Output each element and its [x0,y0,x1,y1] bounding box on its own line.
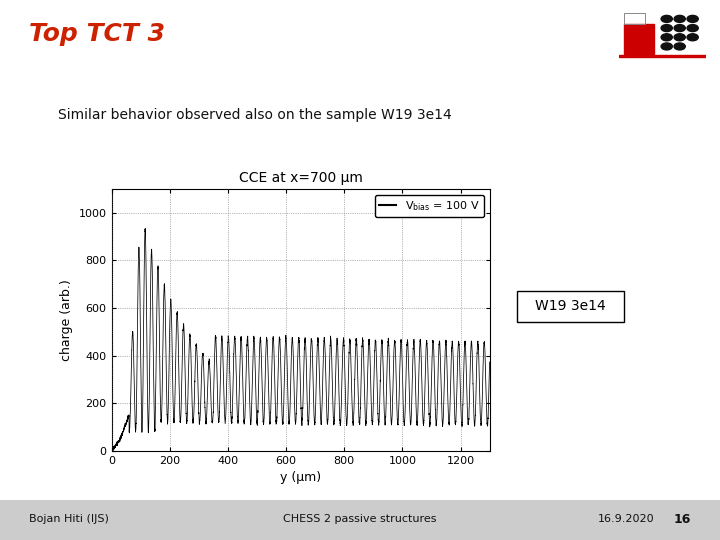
Circle shape [661,15,672,22]
Bar [624,24,654,54]
Circle shape [674,24,685,31]
X-axis label: y (μm): y (μm) [280,471,321,484]
Text: W19 3e14: W19 3e14 [535,300,606,313]
Text: Bojan Hiti (IJS): Bojan Hiti (IJS) [29,515,109,524]
Circle shape [674,33,685,40]
Text: 16: 16 [674,513,691,526]
Y-axis label: charge (arb.): charge (arb.) [60,279,73,361]
Bar [619,55,706,57]
Text: Similar behavior observed also on the sample W19 3e14: Similar behavior observed also on the sa… [58,108,451,122]
Circle shape [661,43,672,50]
Title: CCE at x=700 μm: CCE at x=700 μm [238,171,363,185]
Circle shape [661,24,672,31]
Text: CHESS 2 passive structures: CHESS 2 passive structures [283,515,437,524]
Circle shape [687,24,698,31]
Legend: V$_{\mathregular{bias}}$ = 100 V: V$_{\mathregular{bias}}$ = 100 V [375,194,484,217]
Circle shape [661,33,672,40]
Bar [624,14,645,24]
Circle shape [687,33,698,40]
FancyBboxPatch shape [517,291,624,322]
Circle shape [674,15,685,22]
Text: 16.9.2020: 16.9.2020 [598,515,654,524]
Circle shape [687,15,698,22]
Circle shape [674,43,685,50]
Text: Top TCT 3: Top TCT 3 [29,22,165,45]
